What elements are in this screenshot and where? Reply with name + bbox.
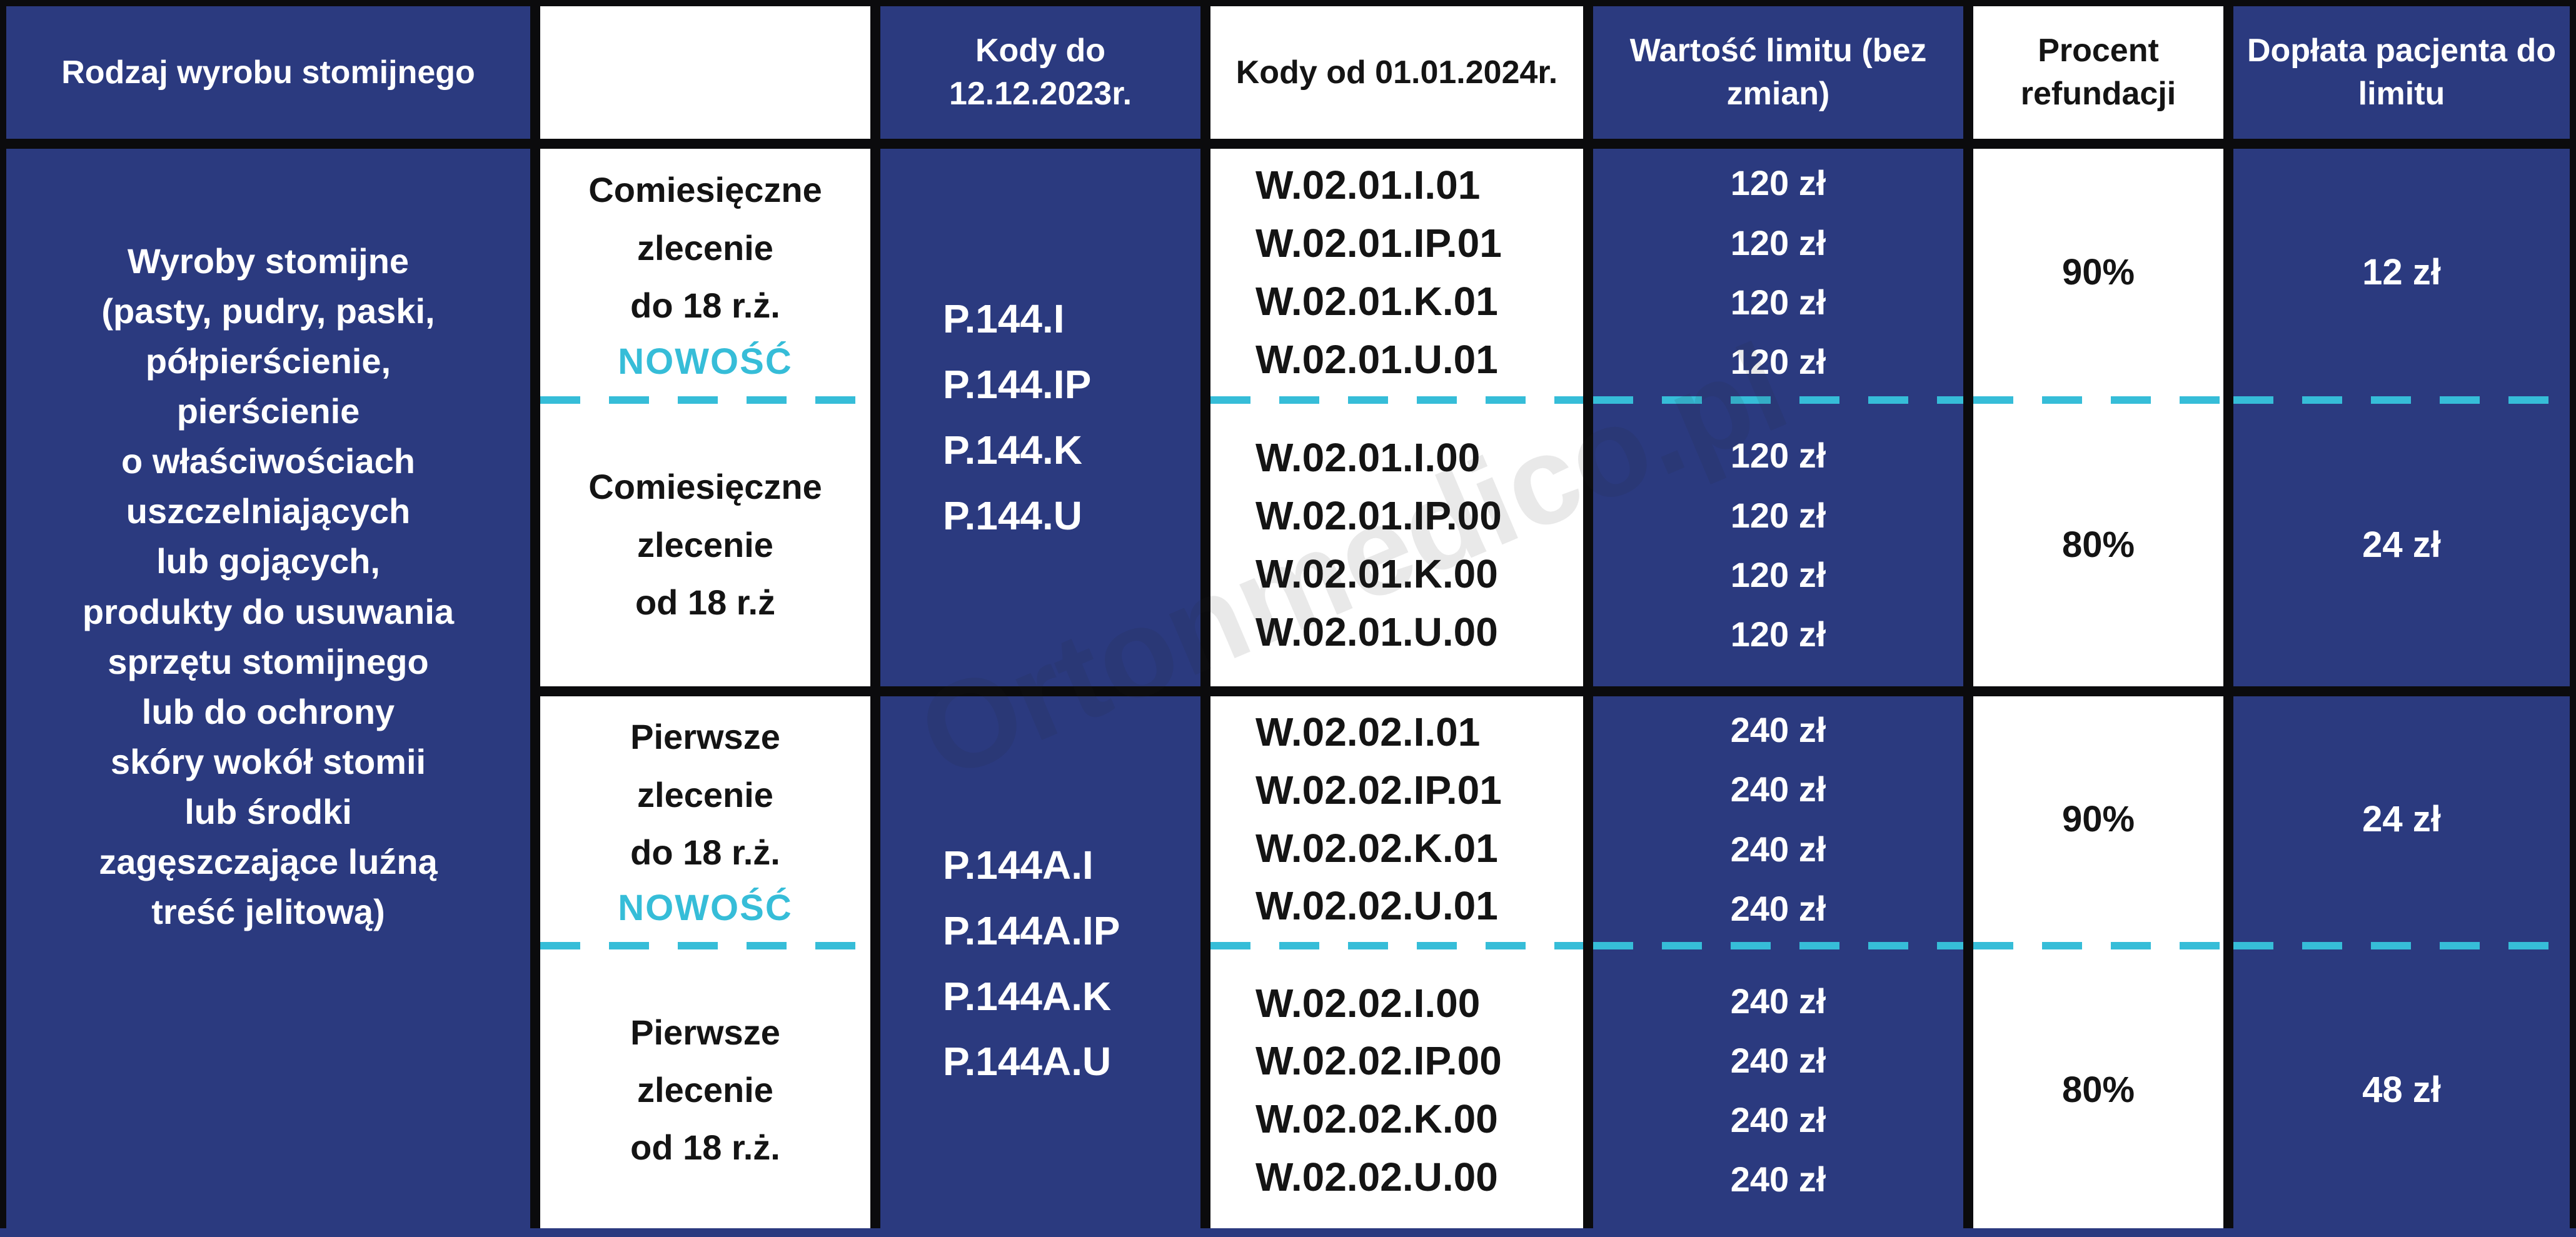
dashed-divider — [1210, 942, 1583, 950]
refund-percent: 80% — [2061, 524, 2135, 565]
product-description-cell: Wyroby stomijne (pasty, pudry, paski, półp… — [6, 149, 530, 1231]
order-type-first-over18: Pierwsze zlecenie od 18 r.ż. — [540, 949, 870, 1231]
copay-row2: 24 zł — [2233, 404, 2570, 686]
codes-new-cell-group1: W.02.01.I.01 W.02.01.IP.01 W.02.01.K.01 W.0… — [1210, 149, 1583, 686]
code-list: W.02.02.I.00 W.02.02.IP.00 W.02.02.K.00 W.0… — [1255, 980, 1502, 1199]
bottom-border — [0, 1228, 2576, 1237]
new-badge: NOWOŚĆ — [618, 341, 793, 382]
limit-cell-group2: 240 zł 240 zł 240 zł 240 zł 240 zł 240 zł 240… — [1593, 696, 1963, 1231]
col-header-codes-old: Kody do 12.12.2023r. — [880, 6, 1200, 139]
copay-cell-group2: 24 zł 48 zł — [2233, 696, 2570, 1231]
refund-percent: 90% — [2061, 798, 2135, 839]
limit-values: 240 zł 240 zł 240 zł 240 zł — [1730, 710, 1826, 928]
dashed-divider — [1593, 396, 1963, 404]
new-badge: NOWOŚĆ — [618, 888, 793, 929]
codes-new-cell-group2: W.02.02.I.01 W.02.02.IP.01 W.02.02.K.01 W.0… — [1210, 696, 1583, 1231]
order-type-label: Comiesięczne zlecenie do 18 r.ż. — [588, 170, 822, 326]
dashed-divider — [1973, 942, 2223, 950]
refund-row1: 90% — [1973, 149, 2223, 396]
copay-value: 24 zł — [2362, 798, 2441, 839]
dashed-divider — [1973, 396, 2223, 404]
codes-new-row1: W.02.02.I.01 W.02.02.IP.01 W.02.02.K.01 W.0… — [1210, 696, 1502, 942]
dashed-divider — [1210, 396, 1583, 404]
limit-row1: 120 zł 120 zł 120 zł 120 zł — [1593, 149, 1963, 396]
limit-values: 120 zł 120 zł 120 zł 120 zł — [1730, 163, 1826, 381]
refund-percent: 90% — [2061, 252, 2135, 293]
col-header-refund-percent: Procent refundacji — [1973, 6, 2223, 139]
order-type-label: Comiesięczne zlecenie od 18 r.ż — [588, 467, 822, 622]
code-list: W.02.01.I.01 W.02.01.IP.01 W.02.01.K.01 W.0… — [1255, 163, 1502, 382]
copay-row1: 12 zł — [2233, 149, 2570, 396]
refund-percent: 80% — [2061, 1069, 2135, 1111]
codes-new-row2: W.02.01.I.00 W.02.01.IP.00 W.02.01.K.00 W.0… — [1210, 404, 1502, 686]
order-type-label: Pierwsze zlecenie od 18 r.ż. — [630, 1012, 780, 1168]
refund-cell-group1: 90% 80% — [1973, 149, 2223, 686]
order-type-first-under18: Pierwsze zlecenie do 18 r.ż. NOWOŚĆ — [540, 696, 870, 942]
copay-cell-group1: 12 zł 24 zł — [2233, 149, 2570, 686]
copay-value: 24 zł — [2362, 524, 2441, 565]
refund-row1: 90% — [1973, 696, 2223, 942]
limit-row2: 240 zł 240 zł 240 zł 240 zł — [1593, 949, 1963, 1231]
limit-cell-group1: 120 zł 120 zł 120 zł 120 zł 120 zł 120 zł 120… — [1593, 149, 1963, 686]
dashed-divider — [540, 396, 870, 404]
code-list: W.02.01.I.00 W.02.01.IP.00 W.02.01.K.00 W.0… — [1255, 435, 1502, 654]
order-type-cell-group2: Pierwsze zlecenie do 18 r.ż. NOWOŚĆ Pierws… — [540, 696, 870, 1231]
codes-new-row1: W.02.01.I.01 W.02.01.IP.01 W.02.01.K.01 W.0… — [1210, 149, 1502, 396]
refund-row2: 80% — [1973, 949, 2223, 1231]
copay-row2: 48 zł — [2233, 949, 2570, 1231]
col-header-limit-value: Wartość limitu (bez zmian) — [1593, 6, 1963, 139]
refund-cell-group2: 90% 80% — [1973, 696, 2223, 1231]
col-header-codes-new: Kody od 01.01.2024r. — [1210, 6, 1583, 139]
copay-row1: 24 zł — [2233, 696, 2570, 942]
col-header-patient-copay: Dopłata pacjenta do limitu — [2233, 6, 2570, 139]
codes-old-cell-group1: P.144.I P.144.IP P.144.K P.144.U — [880, 149, 1200, 686]
limit-row2: 120 zł 120 zł 120 zł 120 zł — [1593, 404, 1963, 686]
copay-value: 12 zł — [2362, 252, 2441, 293]
codes-new-row2: W.02.02.I.00 W.02.02.IP.00 W.02.02.K.00 W.0… — [1210, 949, 1502, 1231]
dashed-divider — [1593, 942, 1963, 950]
dashed-divider — [2233, 396, 2570, 404]
order-type-monthly-over18: Comiesięczne zlecenie od 18 r.ż — [540, 404, 870, 686]
codes-old-cell-group2: P.144A.I P.144A.IP P.144A.K P.144A.U — [880, 696, 1200, 1231]
order-type-label: Pierwsze zlecenie do 18 r.ż. — [630, 717, 780, 873]
copay-value: 48 zł — [2362, 1069, 2441, 1111]
code-list: W.02.02.I.01 W.02.02.IP.01 W.02.02.K.01 W.0… — [1255, 709, 1502, 929]
dashed-divider — [540, 942, 870, 950]
col-header-product: Rodzaj wyrobu stomijnego — [6, 6, 530, 139]
col-header-order-type — [540, 6, 870, 139]
limit-row1: 240 zł 240 zł 240 zł 240 zł — [1593, 696, 1963, 942]
dashed-divider — [2233, 942, 2570, 950]
order-type-monthly-under18: Comiesięczne zlecenie do 18 r.ż. NOWOŚĆ — [540, 149, 870, 396]
order-type-cell-group1: Comiesięczne zlecenie do 18 r.ż. NOWOŚĆ Co… — [540, 149, 870, 686]
limit-values: 240 zł 240 zł 240 zł 240 zł — [1730, 981, 1826, 1199]
limit-values: 120 zł 120 zł 120 zł 120 zł — [1730, 436, 1826, 654]
refund-row2: 80% — [1973, 404, 2223, 686]
